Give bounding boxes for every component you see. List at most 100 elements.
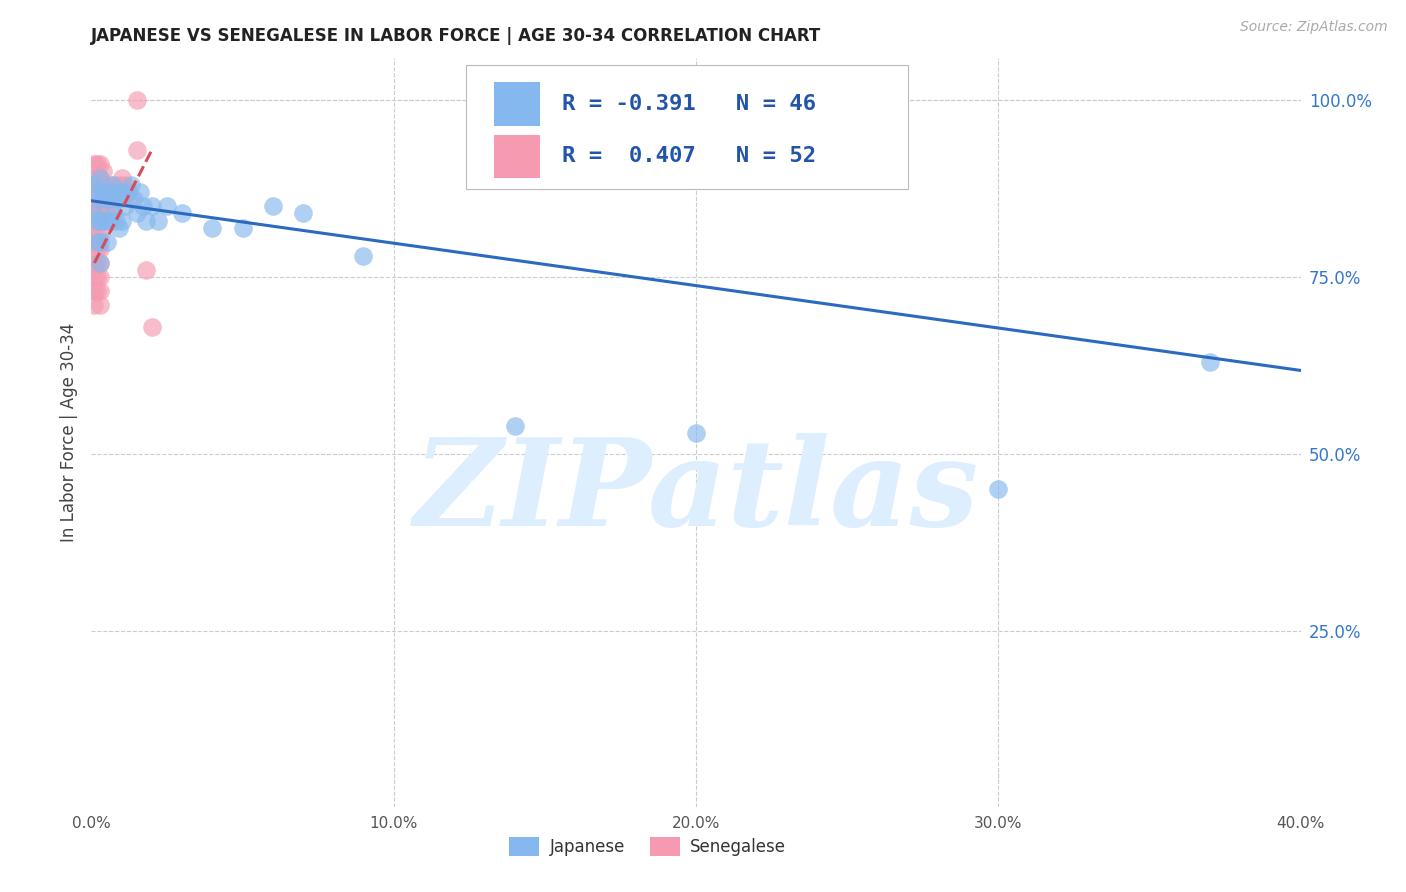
Point: [93, 164, 115, 178]
Point: [89, 285, 111, 299]
Point: [93, 186, 115, 200]
FancyBboxPatch shape: [494, 82, 540, 126]
Point: [86, 171, 108, 186]
Point: [89, 199, 111, 213]
Point: [83, 298, 105, 312]
Point: [83, 171, 105, 186]
Point: [117, 186, 139, 200]
Point: [156, 199, 179, 213]
Point: [89, 256, 111, 270]
Point: [125, 94, 148, 108]
Point: [141, 319, 163, 334]
Point: [89, 171, 111, 186]
Point: [96, 235, 118, 249]
Point: [86, 186, 108, 200]
Point: [125, 206, 148, 220]
Point: [96, 192, 118, 206]
Point: [101, 192, 124, 206]
Point: [89, 157, 111, 171]
Point: [141, 199, 163, 213]
Point: [86, 213, 108, 227]
Point: [987, 482, 1010, 496]
Point: [111, 186, 132, 200]
Point: [89, 213, 111, 227]
Point: [101, 206, 124, 220]
Point: [89, 270, 111, 285]
Text: Source: ZipAtlas.com: Source: ZipAtlas.com: [1240, 20, 1388, 34]
Point: [231, 220, 253, 235]
Point: [96, 178, 118, 193]
Point: [96, 213, 118, 227]
Point: [111, 171, 132, 186]
Point: [93, 178, 115, 193]
Point: [86, 157, 108, 171]
Point: [135, 213, 157, 227]
Point: [98, 186, 121, 200]
Point: [86, 270, 108, 285]
Text: ZIPatlas: ZIPatlas: [413, 434, 979, 552]
Point: [98, 186, 121, 200]
Text: R =  0.407   N = 52: R = 0.407 N = 52: [562, 146, 815, 166]
Point: [86, 186, 108, 200]
Legend: Japanese, Senegalese: Japanese, Senegalese: [503, 830, 793, 863]
Point: [292, 206, 315, 220]
Point: [104, 213, 127, 227]
Text: JAPANESE VS SENEGALESE IN LABOR FORCE | AGE 30-34 CORRELATION CHART: JAPANESE VS SENEGALESE IN LABOR FORCE | …: [91, 28, 821, 45]
Point: [89, 227, 111, 242]
Point: [89, 186, 111, 200]
Point: [86, 199, 108, 213]
Point: [83, 199, 105, 213]
Point: [89, 235, 111, 249]
Point: [107, 178, 129, 193]
Point: [107, 192, 129, 206]
Point: [86, 256, 108, 270]
Point: [89, 242, 111, 256]
Point: [125, 143, 148, 157]
Point: [86, 235, 108, 249]
Point: [201, 220, 224, 235]
Point: [89, 171, 111, 186]
Point: [83, 206, 105, 220]
Point: [98, 199, 121, 213]
Point: [120, 192, 142, 206]
Point: [685, 425, 707, 440]
Point: [352, 249, 374, 263]
Point: [117, 186, 139, 200]
Y-axis label: In Labor Force | Age 30-34: In Labor Force | Age 30-34: [59, 323, 77, 542]
Point: [146, 213, 169, 227]
Point: [503, 418, 526, 433]
Point: [98, 213, 121, 227]
Point: [86, 213, 108, 227]
Point: [86, 285, 108, 299]
Point: [83, 285, 105, 299]
Point: [107, 220, 129, 235]
FancyBboxPatch shape: [467, 65, 908, 189]
Point: [83, 270, 105, 285]
Point: [83, 242, 105, 256]
Point: [89, 298, 111, 312]
Point: [132, 199, 155, 213]
Point: [96, 192, 118, 206]
Point: [83, 157, 105, 171]
Point: [128, 186, 150, 200]
FancyBboxPatch shape: [494, 135, 540, 178]
Point: [89, 256, 111, 270]
Point: [83, 213, 105, 227]
Point: [114, 199, 136, 213]
Point: [83, 227, 105, 242]
Point: [172, 206, 194, 220]
Point: [83, 186, 105, 200]
Point: [262, 199, 284, 213]
Point: [122, 192, 145, 206]
Point: [104, 186, 127, 200]
Point: [89, 192, 111, 206]
Point: [83, 178, 105, 193]
Point: [86, 242, 108, 256]
Point: [104, 186, 127, 200]
Point: [101, 178, 124, 193]
Point: [86, 227, 108, 242]
Text: R = -0.391   N = 46: R = -0.391 N = 46: [562, 94, 815, 114]
Point: [111, 213, 132, 227]
Point: [120, 178, 142, 193]
Point: [135, 263, 157, 277]
